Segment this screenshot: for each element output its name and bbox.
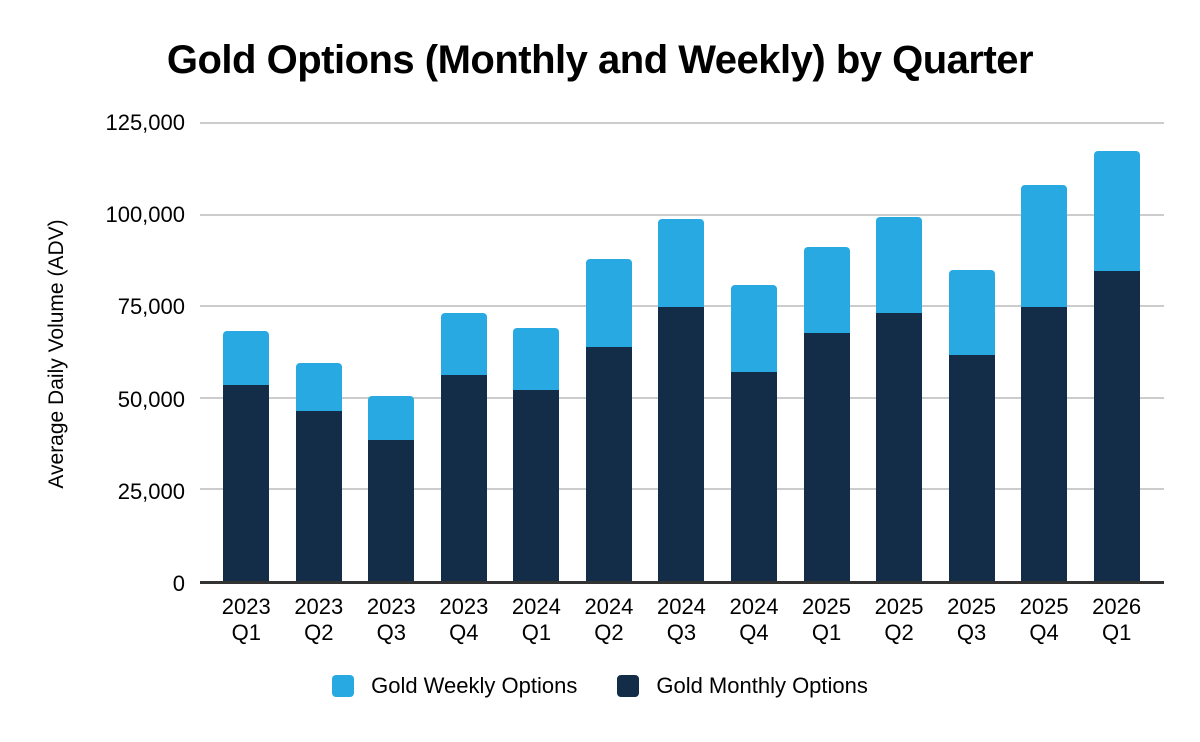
gridline-125000 [200,122,1164,124]
x-tick-label: 2024 Q2 [584,594,634,645]
legend-label: Gold Monthly Options [656,673,868,698]
bar-2025-q2 [876,123,923,581]
bar-band [573,123,646,581]
bar-2023-q2 [295,123,342,581]
x-tick-label: 2025 Q4 [1019,594,1069,645]
bar-2025-q4 [1021,123,1068,581]
bar-band [355,123,428,581]
x-tick-label: 2023 Q3 [366,594,416,645]
segment-gold-weekly-options [1093,150,1140,272]
bar-band [718,123,791,581]
gridline-100000 [200,213,1164,216]
segment-gold-weekly-options [803,246,850,333]
segment-gold-weekly-options [730,285,777,372]
x-tick-label: 2025 Q1 [802,594,851,645]
legend-swatch [332,675,355,697]
y-tick-label: 50,000 [117,386,185,412]
bar-band [645,123,718,581]
segment-gold-weekly-options [440,313,487,375]
segment-gold-monthly-options [295,411,342,581]
bar-2024-q3 [658,123,705,581]
bar-2023-q1 [223,123,270,581]
bar-band [500,123,573,581]
y-tick-label: 100,000 [105,202,185,228]
segment-gold-monthly-options [803,332,850,581]
segment-gold-monthly-options [513,389,560,581]
bar-band [1008,123,1081,581]
bar-band [1080,123,1153,581]
x-tick-label: 2024 Q1 [511,594,561,645]
segment-gold-monthly-options [368,439,415,581]
x-tick-label: 2024 Q3 [656,594,706,645]
y-axis-tick-labels: 0 25,000 50,000 75,000 100,000 125,000 [0,110,185,596]
segment-gold-weekly-options [1021,184,1068,308]
legend-item-gold-weekly-options: Gold Weekly Options [332,673,577,699]
segment-gold-weekly-options [876,216,923,313]
bar-band [428,123,501,581]
segment-gold-weekly-options [295,363,342,411]
x-tick-label: 2024 Q4 [729,594,779,645]
x-tick-label: 2026 Q1 [1092,594,1142,645]
y-tick-label: 25,000 [117,478,185,504]
bar-2025-q3 [948,123,995,581]
bar-band [283,123,356,581]
bar-2025-q1 [803,123,850,581]
bar-series [210,123,1153,581]
segment-gold-monthly-options [1021,307,1068,581]
y-tick-label: 0 [172,571,185,596]
legend: Gold Weekly Options Gold Monthly Options [0,673,1200,699]
x-tick-label: 2023 Q2 [294,594,344,645]
bar-2024-q2 [585,123,632,581]
bar-band [210,123,283,581]
segment-gold-weekly-options [948,270,995,355]
y-tick-label: 75,000 [117,294,185,320]
bar-band [790,123,863,581]
segment-gold-monthly-options [948,354,995,581]
x-tick-label: 2023 Q4 [439,594,489,645]
bar-2023-q3 [368,123,415,581]
segment-gold-monthly-options [730,371,777,581]
segment-gold-weekly-options [513,327,560,390]
x-axis-labels: 2023 Q1 2023 Q2 2023 Q3 2023 Q4 2024 Q1 2024 Q2 2024… [210,594,1153,646]
y-tick-label: 125,000 [105,110,185,135]
bar-2024-q4 [730,123,777,581]
bar-2023-q4 [440,123,487,581]
legend-item-gold-monthly-options: Gold Monthly Options [617,673,868,699]
plot-area [200,122,1164,584]
chart-title: Gold Options (Monthly and Weekly) by Qua… [166,38,1034,82]
segment-gold-weekly-options [658,219,705,308]
bar-2026-q1 [1093,123,1140,581]
bar-band [935,123,1008,581]
segment-gold-weekly-options [223,330,270,385]
segment-gold-weekly-options [368,396,415,440]
segment-gold-monthly-options [585,347,632,581]
x-tick-label: 2025 Q2 [874,594,924,645]
legend-swatch [617,675,640,697]
bar-2024-q1 [513,123,560,581]
x-tick-label: 2025 Q3 [947,594,997,645]
legend-label: Gold Weekly Options [371,673,578,698]
segment-gold-monthly-options [876,312,923,581]
segment-gold-weekly-options [585,258,632,348]
segment-gold-monthly-options [658,307,705,581]
bar-band [863,123,936,581]
segment-gold-monthly-options [440,374,487,581]
segment-gold-monthly-options [1093,271,1140,581]
segment-gold-monthly-options [223,384,270,581]
x-tick-label: 2023 Q1 [221,594,271,645]
